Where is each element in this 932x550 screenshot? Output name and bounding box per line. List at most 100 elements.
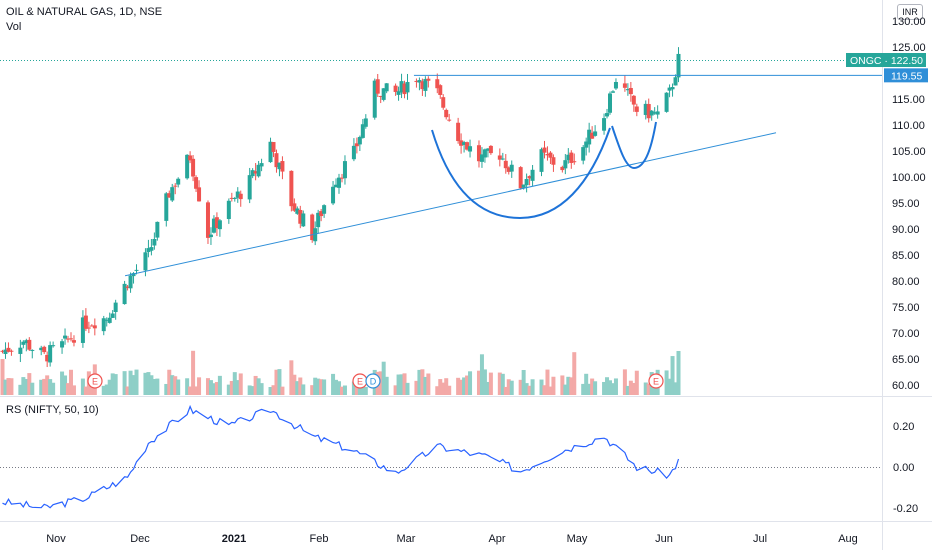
candle-body bbox=[214, 217, 219, 229]
candle-body bbox=[605, 113, 610, 117]
candle-body bbox=[316, 212, 321, 228]
volume-bar bbox=[342, 385, 347, 395]
earnings-marker-icon[interactable] bbox=[648, 373, 664, 389]
earnings-marker-icon[interactable] bbox=[87, 373, 103, 389]
candle-body bbox=[134, 269, 139, 271]
volume-bar bbox=[238, 373, 243, 395]
candle-body bbox=[676, 53, 681, 78]
volume-label: Vol bbox=[6, 21, 22, 33]
candle-body bbox=[476, 145, 481, 162]
candle-body bbox=[51, 345, 56, 347]
volume-bar bbox=[39, 379, 44, 395]
breakout-price-tag bbox=[884, 68, 928, 83]
candle-body bbox=[521, 184, 526, 188]
volume-bar bbox=[295, 381, 300, 395]
last-price-tag bbox=[846, 53, 926, 67]
last-price-tag-label: ONGC · 122.50 bbox=[850, 55, 923, 67]
candle-body bbox=[655, 111, 660, 115]
volume-bar bbox=[143, 372, 148, 395]
volume-bar bbox=[456, 377, 461, 395]
candle-body bbox=[208, 234, 213, 238]
volume-bar bbox=[631, 382, 636, 395]
volume-bar bbox=[351, 381, 356, 395]
volume-bar bbox=[608, 380, 613, 395]
volume-bar bbox=[107, 379, 112, 395]
volume-bar bbox=[310, 385, 315, 395]
volume-bar bbox=[167, 369, 172, 395]
volume-bar bbox=[530, 379, 535, 395]
currency-badge[interactable]: INR bbox=[897, 4, 923, 20]
volume-bar bbox=[548, 386, 553, 395]
volume-bar bbox=[363, 386, 368, 395]
volume-bar bbox=[518, 379, 523, 395]
volume-bar bbox=[66, 383, 71, 395]
candle-body bbox=[485, 148, 490, 151]
candle-body bbox=[566, 154, 571, 161]
candle-body bbox=[211, 218, 216, 233]
candle-body bbox=[608, 93, 613, 113]
volume-bar bbox=[0, 359, 5, 395]
volume-bar bbox=[319, 379, 324, 395]
candle-body bbox=[298, 209, 303, 224]
candle-body bbox=[634, 106, 639, 112]
volume-bar bbox=[393, 385, 398, 395]
candle-body bbox=[465, 142, 470, 150]
candle-body bbox=[551, 157, 556, 165]
price-tick-label: 70.00 bbox=[892, 328, 920, 340]
volume-bar bbox=[444, 378, 449, 395]
price-tick-label: 65.00 bbox=[892, 354, 920, 366]
volume-bar bbox=[191, 350, 196, 395]
candle-body bbox=[357, 136, 362, 145]
candle-body bbox=[170, 187, 175, 201]
volume-bar bbox=[542, 385, 547, 395]
time-axis-label: Apr bbox=[488, 533, 505, 545]
volume-bar bbox=[378, 371, 383, 395]
candle-body bbox=[351, 145, 356, 160]
volume-bar bbox=[500, 373, 505, 395]
volume-bar bbox=[566, 376, 571, 395]
candle-body bbox=[405, 82, 410, 93]
volume-bar bbox=[423, 376, 428, 395]
candle-body bbox=[48, 345, 53, 363]
candle-body bbox=[331, 186, 336, 204]
candle-body bbox=[292, 203, 297, 211]
trendline-support bbox=[124, 132, 777, 277]
earnings-marker-icon-label: E bbox=[357, 377, 363, 387]
candle-body bbox=[530, 169, 535, 181]
candle-body bbox=[631, 95, 636, 105]
volume-bar bbox=[131, 375, 136, 395]
price-tick-label: 80.00 bbox=[892, 276, 920, 288]
candle-body bbox=[167, 193, 172, 198]
volume-bar bbox=[229, 380, 234, 395]
volume-bar bbox=[259, 383, 264, 395]
candle-body bbox=[217, 220, 222, 230]
candle-body bbox=[238, 193, 243, 200]
candle-body bbox=[628, 87, 633, 95]
candle-body bbox=[45, 354, 50, 362]
volume-bar bbox=[45, 375, 50, 395]
candle-body bbox=[456, 122, 461, 142]
candle-body bbox=[488, 145, 493, 154]
volume-bar bbox=[268, 386, 273, 395]
dividend-marker-icon[interactable] bbox=[365, 373, 381, 389]
candle-body bbox=[24, 340, 29, 344]
volume-bar bbox=[622, 369, 627, 395]
candle-body bbox=[229, 197, 234, 199]
volume-bar bbox=[274, 369, 279, 395]
candle-body bbox=[339, 177, 344, 179]
time-axis-label: Feb bbox=[310, 533, 329, 545]
time-axis-label: Mar bbox=[397, 533, 416, 545]
volume-bar bbox=[256, 378, 261, 395]
candle-body bbox=[250, 170, 255, 177]
volume-bar bbox=[289, 360, 294, 395]
volume-bar bbox=[485, 381, 490, 395]
volume-bar bbox=[211, 383, 216, 395]
candle-body bbox=[6, 347, 11, 352]
candle-body bbox=[482, 149, 487, 158]
candle-body bbox=[310, 214, 315, 241]
candle-body bbox=[113, 302, 118, 313]
candle-body bbox=[42, 346, 47, 353]
volume-bar bbox=[331, 373, 336, 395]
rs-tick-label: 0.00 bbox=[893, 462, 914, 474]
